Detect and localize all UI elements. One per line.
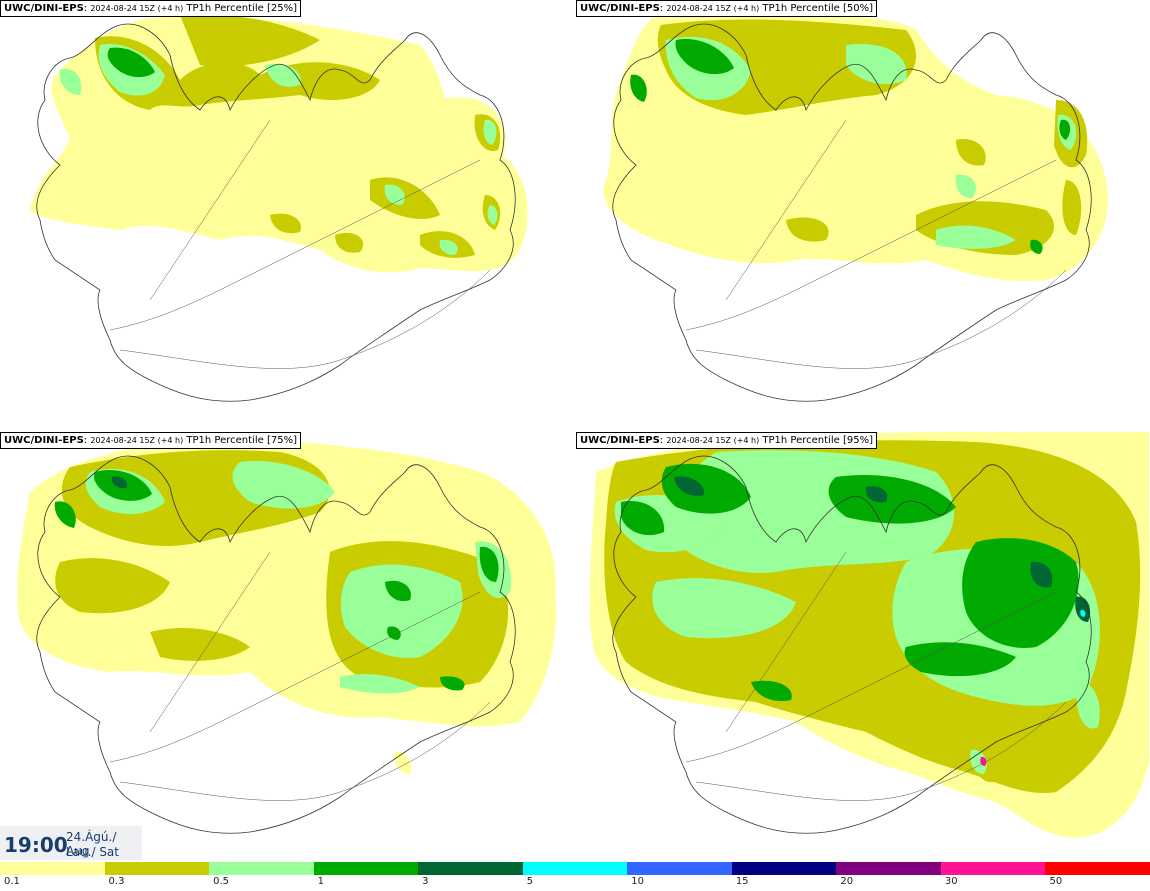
map-panel-75: UWC/DINI-EPS: 2024-08-24 15Z (+4 h) TP1h… [0, 432, 573, 862]
legend-swatch [418, 862, 523, 875]
legend-swatch [1045, 862, 1150, 875]
road-network [109, 551, 491, 801]
road-network [109, 119, 491, 369]
legend-swatch [104, 862, 210, 875]
field-name: TP1h Percentile [95%] [762, 435, 873, 446]
legend-swatch [627, 862, 732, 875]
model-name: UWC/DINI-EPS [4, 435, 84, 446]
precip-level-1 [621, 463, 1079, 702]
precip-level-1 [630, 39, 1071, 254]
legend-tick-label: 30 [944, 876, 958, 887]
legend-tick-label: 5 [526, 876, 534, 887]
legend-tick-label: 0.1 [4, 876, 20, 887]
road-network [685, 551, 1067, 801]
model-name: UWC/DINI-EPS [580, 435, 660, 446]
legend-swatch [209, 862, 314, 875]
precip-map [17, 439, 556, 834]
coastline [612, 23, 1092, 402]
legend-tick-label: 0.3 [108, 876, 125, 887]
field-name: TP1h Percentile [25%] [186, 3, 297, 14]
road-network [685, 119, 1067, 369]
color-legend: 0.1 0.3 0.5 1 3 5 10 15 20 30 50 [0, 862, 1150, 891]
panel-title: UWC/DINI-EPS: 2024-08-24 15Z (+4 h) TP1h… [576, 432, 877, 449]
precip-level-1 [107, 47, 155, 78]
model-name: UWC/DINI-EPS [580, 3, 660, 14]
coastline [612, 455, 1092, 834]
precip-map [603, 10, 1108, 402]
run-time: 2024-08-24 15Z (+4 h) [666, 4, 760, 13]
panel-title: UWC/DINI-EPS: 2024-08-24 15Z (+4 h) TP1h… [0, 0, 301, 17]
panel-title: UWC/DINI-EPS: 2024-08-24 15Z (+4 h) TP1h… [0, 432, 301, 449]
map-panel-25: UWC/DINI-EPS: 2024-08-24 15Z (+4 h) TP1h… [0, 0, 573, 430]
legend-tick-label: 50 [1049, 876, 1063, 887]
run-time: 2024-08-24 15Z (+4 h) [666, 436, 760, 445]
run-time: 2024-08-24 15Z (+4 h) [90, 436, 184, 445]
legend-tick-label: 0.5 [213, 876, 229, 887]
coastline [36, 23, 516, 402]
legend-tick-label: 15 [735, 876, 749, 887]
legend-tick-label: 20 [840, 876, 854, 887]
map-panel-95: UWC/DINI-EPS: 2024-08-24 15Z (+4 h) TP1h… [576, 432, 1149, 862]
field-name: TP1h Percentile [50%] [762, 3, 873, 14]
legend-tick-label: 10 [631, 876, 644, 887]
legend-swatch [731, 862, 837, 875]
coastline [36, 455, 516, 834]
precip-level-3 [111, 476, 128, 489]
legend-swatch [0, 862, 105, 875]
legend-swatch [836, 862, 941, 875]
model-name: UWC/DINI-EPS [4, 3, 84, 14]
valid-time-box: 19:00 24.Ágú./ Aug Lau./ Sat [0, 826, 142, 860]
valid-date: 24.Ágú./ Aug [66, 830, 117, 858]
panel-title: UWC/DINI-EPS: 2024-08-24 15Z (+4 h) TP1h… [576, 0, 877, 17]
valid-time: 19:00 [4, 833, 68, 857]
precip-level-1 [54, 469, 499, 691]
precip-map [589, 432, 1149, 838]
legend-swatch [522, 862, 628, 875]
precip-map [30, 14, 528, 402]
precip-level-0.3 [95, 14, 501, 258]
map-panel-50: UWC/DINI-EPS: 2024-08-24 15Z (+4 h) TP1h… [576, 0, 1149, 430]
legend-swatch [313, 862, 419, 875]
legend-swatches [0, 862, 1150, 875]
legend-tick-label: 1 [317, 876, 324, 887]
valid-weekday: Lau./ Sat [66, 845, 119, 859]
precip-level-5 [1080, 609, 1086, 617]
legend-tick-label: 3 [422, 876, 429, 887]
legend-swatch [940, 862, 1046, 875]
precip-level-3 [674, 476, 1091, 622]
field-name: TP1h Percentile [75%] [186, 435, 297, 446]
run-time: 2024-08-24 15Z (+4 h) [90, 4, 184, 13]
